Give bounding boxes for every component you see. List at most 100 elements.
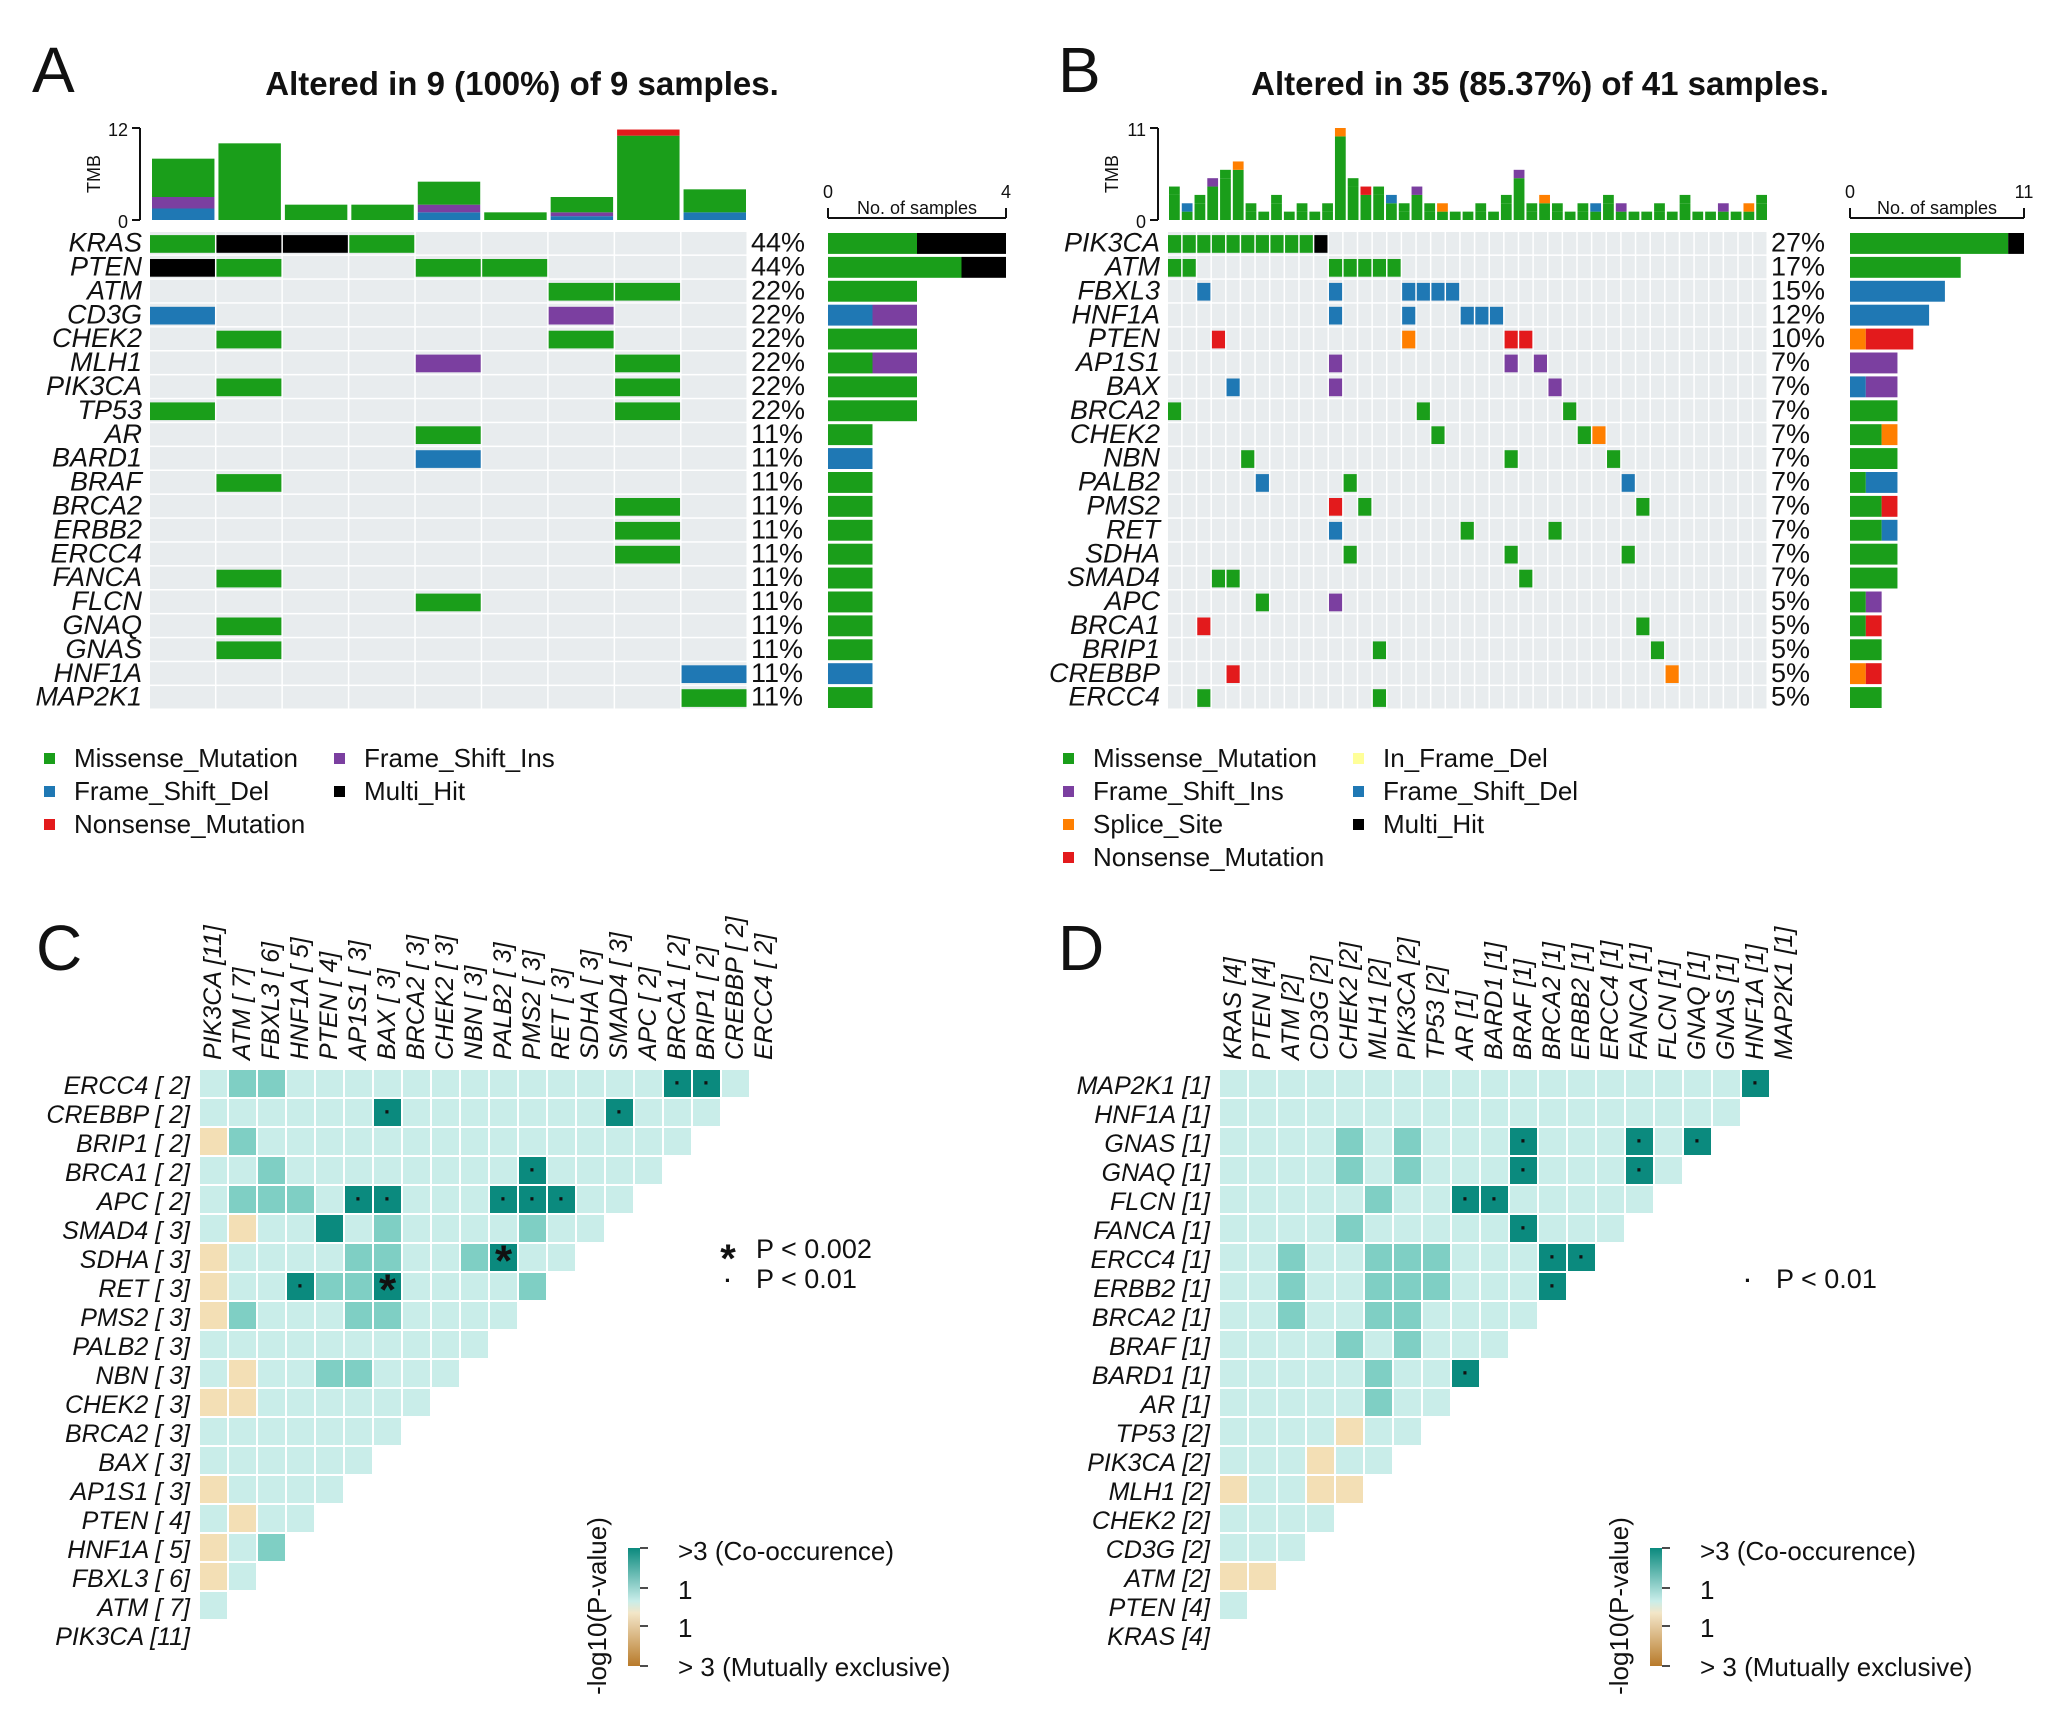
grid-cell-empty <box>1387 638 1401 661</box>
sample-count-bar <box>1850 543 1898 565</box>
grid-cell-empty <box>1402 471 1416 494</box>
legend-label: Frame_Shift_Del <box>1383 776 1578 806</box>
row-gene-label: ERCC4 [1] <box>1091 1246 1212 1274</box>
grid-cell-empty <box>1270 566 1284 589</box>
pair-cell <box>577 1099 604 1126</box>
sample-count-bar <box>917 233 1006 254</box>
mutation-cell <box>1577 426 1591 444</box>
grid-cell-empty <box>1738 638 1752 661</box>
grid-cell-empty <box>1168 423 1182 446</box>
grid-cell-empty <box>1694 566 1708 589</box>
significance-dot: · <box>558 1187 565 1212</box>
grid-cell-empty <box>1460 423 1474 446</box>
grid-cell-empty <box>1709 279 1723 303</box>
grid-cell-empty <box>1226 279 1240 303</box>
grid-cell-empty <box>1402 351 1416 374</box>
tmb-bar-segment <box>1334 136 1346 220</box>
pair-cell <box>1510 1186 1537 1213</box>
row-gene-label: ERCC4 [ 2] <box>64 1072 191 1100</box>
pair-cell <box>1539 1099 1566 1126</box>
grid-cell-empty <box>615 686 681 709</box>
grid-cell-empty <box>1446 686 1460 709</box>
pair-cell-co-occurrence <box>1742 1070 1769 1097</box>
grid-cell-empty <box>1446 303 1460 327</box>
significance-dot: · <box>1752 1071 1759 1096</box>
grid-cell-empty <box>1211 279 1226 303</box>
grid-cell-empty <box>1577 471 1591 494</box>
sample-count-bar <box>828 352 873 374</box>
grid-cell-empty <box>1548 255 1562 279</box>
grid-cell-empty <box>1402 590 1416 613</box>
pair-cell <box>1481 1099 1508 1126</box>
grid-cell-empty <box>548 662 614 685</box>
grid-cell-empty <box>1343 423 1357 446</box>
grid-cell-empty <box>1753 375 1767 398</box>
tmb-bar-segment <box>1322 211 1333 220</box>
significance-dot: · <box>1491 1187 1498 1212</box>
pair-cell <box>606 1070 633 1097</box>
grid-cell-empty <box>349 566 415 589</box>
grid-cell-empty <box>1416 614 1430 637</box>
column-gene-label: PMS2 [ 3] <box>518 949 546 1060</box>
mutation-cell <box>415 450 481 468</box>
grid-cell-empty <box>1343 375 1357 398</box>
grid-cell-empty <box>1226 447 1240 470</box>
grid-cell-empty <box>216 686 282 709</box>
pair-cell-co-occurrence <box>345 1302 372 1329</box>
pair-cell-co-occurrence <box>374 1186 401 1213</box>
grid-cell-empty <box>482 542 548 566</box>
legend-swatch <box>1353 786 1364 797</box>
colorbar-tick-label: > 3 (Mutually exclusive) <box>678 1652 950 1682</box>
grid-cell-empty <box>1402 375 1416 398</box>
pair-cell-co-occurrence <box>1336 1331 1363 1358</box>
pair-cell-co-occurrence <box>1394 1244 1421 1271</box>
grid-cell-empty <box>1460 471 1474 494</box>
grid-cell-empty <box>1738 518 1752 542</box>
pair-cell <box>200 1505 227 1532</box>
grid-cell-empty <box>1197 638 1211 661</box>
grid-cell-empty <box>1592 494 1606 518</box>
grid-cell-empty <box>1285 686 1299 709</box>
grid-cell-empty <box>1358 232 1372 255</box>
legend-label: Frame_Shift_Ins <box>1093 776 1284 806</box>
grid-cell-empty <box>1665 590 1679 613</box>
mutation-cell <box>1328 378 1343 397</box>
pair-cell <box>1481 1273 1508 1300</box>
grid-cell-empty <box>1489 542 1504 566</box>
pair-cell <box>316 1389 343 1416</box>
gene-percent: 44% <box>751 228 805 258</box>
pair-cell <box>519 1128 546 1155</box>
tmb-bar-segment <box>617 129 680 136</box>
mutation-cell <box>1519 569 1533 588</box>
grid-cell-empty <box>1197 255 1211 279</box>
pair-cell <box>635 1157 662 1184</box>
row-gene-label: FBXL3 [ 6] <box>72 1565 191 1593</box>
sample-count-bar <box>1850 233 2009 254</box>
pair-cell-co-occurrence <box>374 1099 401 1126</box>
grid-cell-empty <box>1621 447 1635 470</box>
grid-cell-empty <box>349 255 415 279</box>
gene-label: HNF1A <box>53 658 142 688</box>
grid-cell-empty <box>1519 232 1533 255</box>
pair-cell <box>316 1331 343 1358</box>
grid-cell-empty <box>1519 375 1533 398</box>
grid-cell-empty <box>1299 566 1313 589</box>
grid-cell-empty <box>349 518 415 542</box>
grid-cell-empty <box>1738 351 1752 374</box>
sample-count-bar <box>1865 615 1882 637</box>
grid-cell-empty <box>415 232 481 255</box>
grid-cell-empty <box>1270 351 1284 374</box>
tmb-bar-segment <box>1437 203 1448 212</box>
row-gene-label: ATM [ 7] <box>95 1594 191 1622</box>
grid-cell-empty <box>1694 471 1708 494</box>
tmb-bar-segment <box>1526 203 1538 212</box>
column-gene-label: APC [ 2] <box>634 966 662 1062</box>
grid-cell-empty <box>1665 494 1679 518</box>
pair-cell <box>345 1099 372 1126</box>
grid-cell-empty <box>1270 686 1284 709</box>
tmb-bar-segment <box>417 181 481 205</box>
grid-cell-empty <box>1592 686 1606 709</box>
grid-cell-empty <box>1460 447 1474 470</box>
grid-cell-empty <box>1270 638 1284 661</box>
mutation-cell <box>1650 641 1665 660</box>
